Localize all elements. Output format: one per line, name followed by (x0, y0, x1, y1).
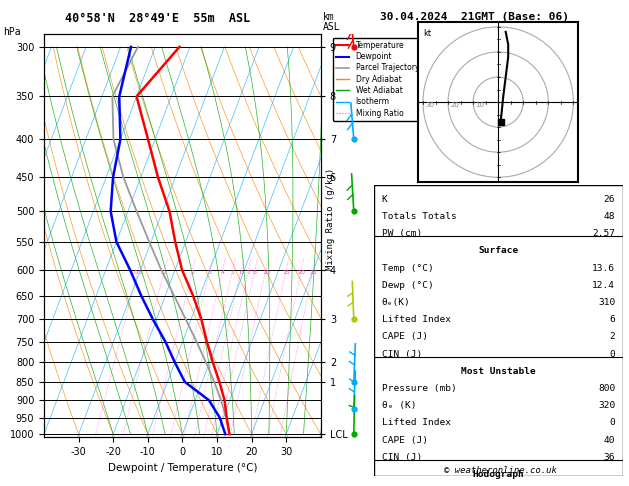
Text: km: km (323, 12, 335, 22)
Text: Hodograph: Hodograph (472, 470, 525, 479)
Text: θₑ (K): θₑ (K) (382, 401, 416, 410)
Text: kt: kt (423, 29, 431, 38)
Text: CIN (J): CIN (J) (382, 453, 422, 462)
Text: 48: 48 (604, 212, 615, 221)
FancyBboxPatch shape (374, 185, 623, 476)
Text: 40°58'N  28°49'E  55m  ASL: 40°58'N 28°49'E 55m ASL (65, 12, 250, 25)
Text: 15: 15 (282, 270, 290, 275)
Text: 320: 320 (598, 401, 615, 410)
Legend: Temperature, Dewpoint, Parcel Trajectory, Dry Adiabat, Wet Adiabat, Isotherm, Mi: Temperature, Dewpoint, Parcel Trajectory… (333, 38, 422, 121)
Text: 12.4: 12.4 (593, 281, 615, 290)
Text: 30: 30 (425, 102, 435, 108)
Text: PW (cm): PW (cm) (382, 229, 422, 238)
Text: 7: 7 (247, 270, 250, 275)
Text: ASL: ASL (323, 22, 340, 32)
Text: 3: 3 (208, 270, 212, 275)
Text: 0: 0 (610, 349, 615, 359)
Text: Most Unstable: Most Unstable (461, 367, 536, 376)
Text: 25: 25 (309, 270, 317, 275)
Text: 8: 8 (253, 270, 257, 275)
Text: 2: 2 (610, 332, 615, 342)
Text: 6: 6 (239, 270, 243, 275)
X-axis label: Dewpoint / Temperature (°C): Dewpoint / Temperature (°C) (108, 463, 257, 473)
Text: Mixing Ratio (g/kg): Mixing Ratio (g/kg) (326, 168, 335, 270)
Text: 26: 26 (604, 195, 615, 204)
Text: 0.5: 0.5 (133, 270, 143, 275)
Text: 20: 20 (450, 102, 459, 108)
Text: 20: 20 (298, 270, 305, 275)
Text: 1: 1 (162, 270, 167, 275)
Text: 30.04.2024  21GMT (Base: 06): 30.04.2024 21GMT (Base: 06) (381, 12, 569, 22)
Text: CIN (J): CIN (J) (382, 349, 422, 359)
Text: CAPE (J): CAPE (J) (382, 332, 428, 342)
Text: 6: 6 (610, 315, 615, 324)
Text: 36: 36 (604, 453, 615, 462)
Text: 0: 0 (610, 418, 615, 428)
Text: 5: 5 (231, 270, 235, 275)
Text: 4: 4 (221, 270, 225, 275)
Text: 310: 310 (598, 298, 615, 307)
Text: Lifted Index: Lifted Index (382, 418, 451, 428)
Text: Dewp (°C): Dewp (°C) (382, 281, 433, 290)
Text: 2.57: 2.57 (593, 229, 615, 238)
Text: hPa: hPa (3, 27, 21, 37)
Text: CAPE (J): CAPE (J) (382, 435, 428, 445)
Text: 10: 10 (476, 102, 484, 108)
Text: Totals Totals: Totals Totals (382, 212, 457, 221)
Text: 2: 2 (191, 270, 194, 275)
Text: Surface: Surface (479, 246, 518, 256)
Text: 13.6: 13.6 (593, 263, 615, 273)
Text: Temp (°C): Temp (°C) (382, 263, 433, 273)
Text: © weatheronline.co.uk: © weatheronline.co.uk (443, 466, 557, 475)
Text: Lifted Index: Lifted Index (382, 315, 451, 324)
Text: 40: 40 (604, 435, 615, 445)
Text: 10: 10 (262, 270, 270, 275)
Text: K: K (382, 195, 387, 204)
Text: Pressure (mb): Pressure (mb) (382, 384, 457, 393)
Text: 800: 800 (598, 384, 615, 393)
Text: θₑ(K): θₑ(K) (382, 298, 411, 307)
